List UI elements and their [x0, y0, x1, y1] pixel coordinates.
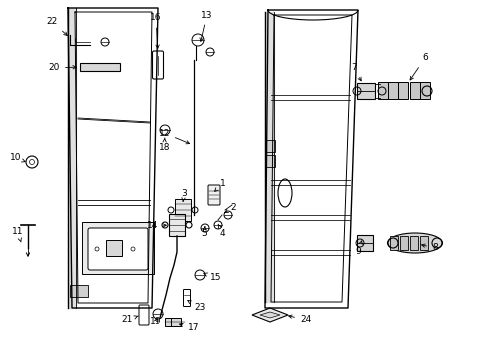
Text: 15: 15	[203, 273, 221, 283]
Text: 22: 22	[47, 18, 67, 36]
Text: 8: 8	[421, 243, 437, 252]
Text: 12: 12	[158, 129, 189, 144]
Text: 11: 11	[12, 228, 23, 242]
Text: 18: 18	[158, 138, 170, 153]
Bar	[264, 155, 274, 167]
Bar	[409, 236, 417, 250]
Text: 3: 3	[181, 189, 186, 201]
Bar	[377, 82, 387, 99]
Text: 14: 14	[146, 221, 166, 230]
Bar	[80, 63, 120, 71]
Bar	[387, 82, 397, 99]
Polygon shape	[264, 12, 273, 302]
FancyBboxPatch shape	[88, 228, 148, 270]
Bar	[419, 82, 429, 99]
Bar	[106, 240, 122, 256]
Polygon shape	[251, 308, 287, 322]
Text: 10: 10	[10, 153, 25, 162]
Ellipse shape	[278, 179, 291, 207]
Text: 1: 1	[214, 179, 225, 191]
Bar	[409, 82, 419, 99]
Text: 4: 4	[218, 224, 225, 238]
Text: 2: 2	[224, 203, 235, 213]
Bar	[397, 82, 407, 99]
Text: 20: 20	[48, 63, 76, 72]
Text: 21: 21	[122, 315, 138, 324]
Text: 16: 16	[150, 13, 162, 48]
Text: 24: 24	[288, 315, 311, 324]
Bar	[264, 140, 274, 152]
Text: 5: 5	[201, 226, 206, 238]
Polygon shape	[68, 8, 76, 308]
Polygon shape	[260, 312, 280, 318]
Text: 13: 13	[200, 10, 212, 41]
Bar	[70, 285, 88, 297]
Text: 6: 6	[409, 54, 427, 80]
Text: 19: 19	[150, 318, 161, 327]
Bar	[169, 214, 184, 236]
Text: 17: 17	[179, 323, 199, 333]
Bar	[164, 318, 175, 326]
FancyBboxPatch shape	[152, 51, 163, 79]
Bar	[356, 235, 372, 251]
Bar	[419, 236, 427, 250]
FancyBboxPatch shape	[139, 305, 149, 325]
Ellipse shape	[386, 233, 442, 253]
FancyBboxPatch shape	[183, 289, 190, 306]
Bar	[389, 236, 397, 250]
FancyBboxPatch shape	[207, 185, 220, 205]
Bar	[82, 222, 154, 274]
Bar	[399, 236, 407, 250]
Text: 23: 23	[187, 301, 205, 312]
Bar	[175, 199, 191, 221]
Text: 9: 9	[354, 241, 362, 256]
Bar	[356, 83, 374, 99]
Text: 7: 7	[350, 63, 361, 81]
Bar	[171, 318, 181, 326]
